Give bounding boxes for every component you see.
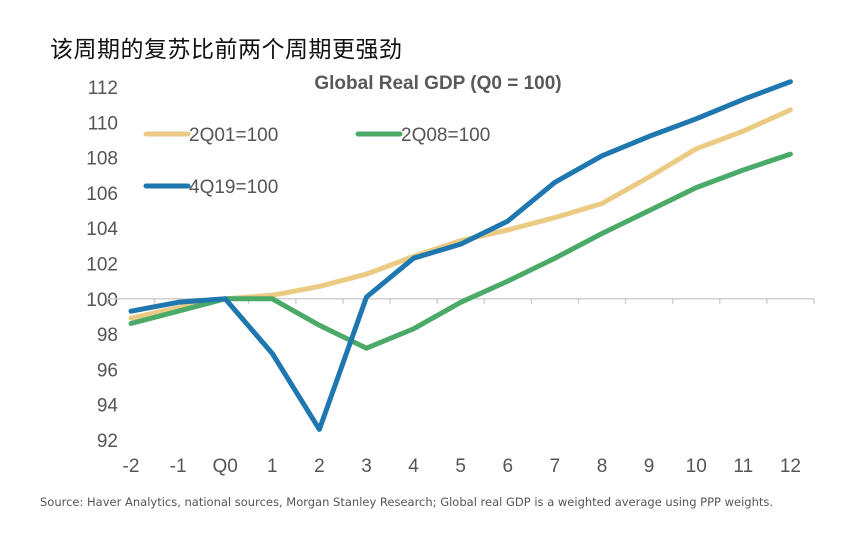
x-tick-label: 5: [455, 456, 466, 477]
y-tick-label: 106: [86, 184, 118, 205]
y-tick-label: 96: [97, 360, 118, 381]
y-tick-label: 98: [97, 325, 118, 346]
legend: 2Q01=100 2Q08=100 4Q19=100: [143, 125, 490, 198]
x-tick-label: 7: [550, 456, 561, 477]
x-tick-label: 8: [597, 456, 608, 477]
chart-title: Global Real GDP (Q0 = 100): [314, 73, 561, 94]
legend-label: 2Q01=100: [189, 125, 278, 146]
headline: 该周期的复苏比前两个周期更强劲: [50, 37, 403, 63]
legend-item: 4Q19=100: [143, 177, 278, 198]
x-tick-label: 12: [780, 456, 801, 477]
y-tick-label: 110: [88, 113, 118, 134]
x-tick-label: 6: [503, 456, 514, 477]
legend-label: 4Q19=100: [189, 177, 278, 198]
legend-label: 2Q08=100: [401, 125, 490, 146]
y-tick-label: 112: [88, 78, 118, 99]
source-note: Source: Haver Analytics, national source…: [40, 495, 774, 509]
x-tick-label: Q0: [213, 456, 238, 477]
x-tick-label: 10: [686, 456, 707, 477]
series-lines: [128, 79, 793, 432]
legend-item: 2Q08=100: [355, 125, 490, 146]
x-tick-label: 2: [314, 456, 325, 477]
y-tick-label: 102: [86, 255, 118, 276]
x-tick-label: -2: [123, 456, 140, 477]
y-axis: 112 110 108 106 104 102 100 98 96 94 92: [86, 78, 118, 452]
x-tick-label: 1: [267, 456, 278, 477]
series-line-2q08-100: [128, 151, 793, 351]
x-tick-label: 9: [644, 456, 655, 477]
x-tick-label: 11: [733, 456, 753, 477]
x-tick-label: 3: [361, 456, 372, 477]
y-tick-label: 108: [86, 149, 118, 170]
y-tick-label: 104: [86, 219, 118, 240]
y-tick-label: 94: [97, 396, 119, 417]
x-tick-label: 4: [408, 456, 419, 477]
x-tick-label: -1: [170, 456, 187, 477]
series-line-4q19-100: [128, 79, 793, 432]
x-axis: -2 -1 Q0 1 2 3 4 5 6 7 8 9 10 11 12: [106, 298, 815, 477]
legend-item: 2Q01=100: [143, 125, 278, 146]
y-tick-label: 92: [97, 431, 118, 452]
y-tick-label: 100: [86, 290, 118, 311]
